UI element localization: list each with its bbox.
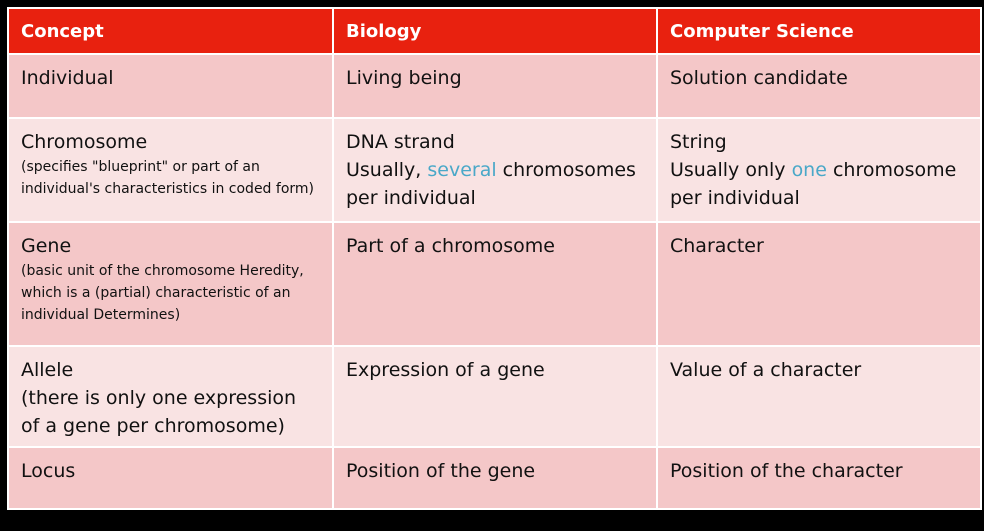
biology-text: Part of a chromosome: [346, 235, 555, 257]
cs-highlight: one: [791, 159, 827, 181]
table-row: Locus Position of the gene Position of t…: [7, 446, 982, 510]
biology-text-pre: Usually,: [346, 159, 428, 181]
cell-computer-science: Position of the character: [656, 446, 982, 510]
cell-biology: Living being: [332, 53, 658, 119]
cs-text-post: chromosome per individual: [670, 159, 957, 209]
biology-text: DNA strand: [346, 131, 455, 153]
cs-text-pre: Usually only: [670, 159, 792, 181]
comparison-table: Concept Biology Computer Science Individ…: [7, 7, 982, 510]
table-row: Gene (basic unit of the chromosome Hered…: [7, 221, 982, 347]
cell-concept: Locus: [7, 446, 334, 510]
cell-biology: DNA strand Usually, several chromosomes …: [332, 117, 658, 223]
cs-text: Value of a character: [670, 359, 862, 381]
cell-computer-science: String Usually only one chromosome per i…: [656, 117, 982, 223]
cs-text: Position of the character: [670, 460, 903, 482]
concept-label: Locus: [21, 460, 76, 482]
concept-label: Gene: [21, 235, 72, 257]
cell-concept: Gene (basic unit of the chromosome Hered…: [7, 221, 334, 347]
cell-biology: Position of the gene: [332, 446, 658, 510]
cs-text: Character: [670, 235, 764, 257]
header-concept: Concept: [7, 7, 334, 55]
biology-text: Living being: [346, 67, 462, 89]
concept-note: (specifies "blueprint" or part of an ind…: [21, 159, 314, 197]
cell-computer-science: Value of a character: [656, 345, 982, 448]
table-row: Allele (there is only one expression of …: [7, 345, 982, 448]
table-row: Chromosome (specifies "blueprint" or par…: [7, 117, 982, 223]
concept-label: Individual: [21, 67, 114, 89]
concept-note: (basic unit of the chromosome Heredity, …: [21, 263, 304, 323]
concept-note: (there is only one expression of a gene …: [21, 387, 297, 437]
cs-text: String: [670, 131, 727, 153]
cell-concept: Individual: [7, 53, 334, 119]
biology-text-post: chromosomes per individual: [346, 159, 636, 209]
concept-label: Allele: [21, 359, 74, 381]
cell-computer-science: Character: [656, 221, 982, 347]
table-header-row: Concept Biology Computer Science: [7, 7, 982, 55]
concept-label: Chromosome: [21, 131, 148, 153]
cell-computer-science: Solution candidate: [656, 53, 982, 119]
biology-highlight: several: [427, 159, 497, 181]
table-frame: Concept Biology Computer Science Individ…: [7, 7, 982, 525]
cell-biology: Part of a chromosome: [332, 221, 658, 347]
cell-concept: Allele (there is only one expression of …: [7, 345, 334, 448]
cs-text: Solution candidate: [670, 67, 848, 89]
table-row: Individual Living being Solution candida…: [7, 53, 982, 119]
biology-text: Expression of a gene: [346, 359, 545, 381]
biology-text: Position of the gene: [346, 460, 536, 482]
cell-biology: Expression of a gene: [332, 345, 658, 448]
header-biology: Biology: [332, 7, 658, 55]
header-computer-science: Computer Science: [656, 7, 982, 55]
cell-concept: Chromosome (specifies "blueprint" or par…: [7, 117, 334, 223]
